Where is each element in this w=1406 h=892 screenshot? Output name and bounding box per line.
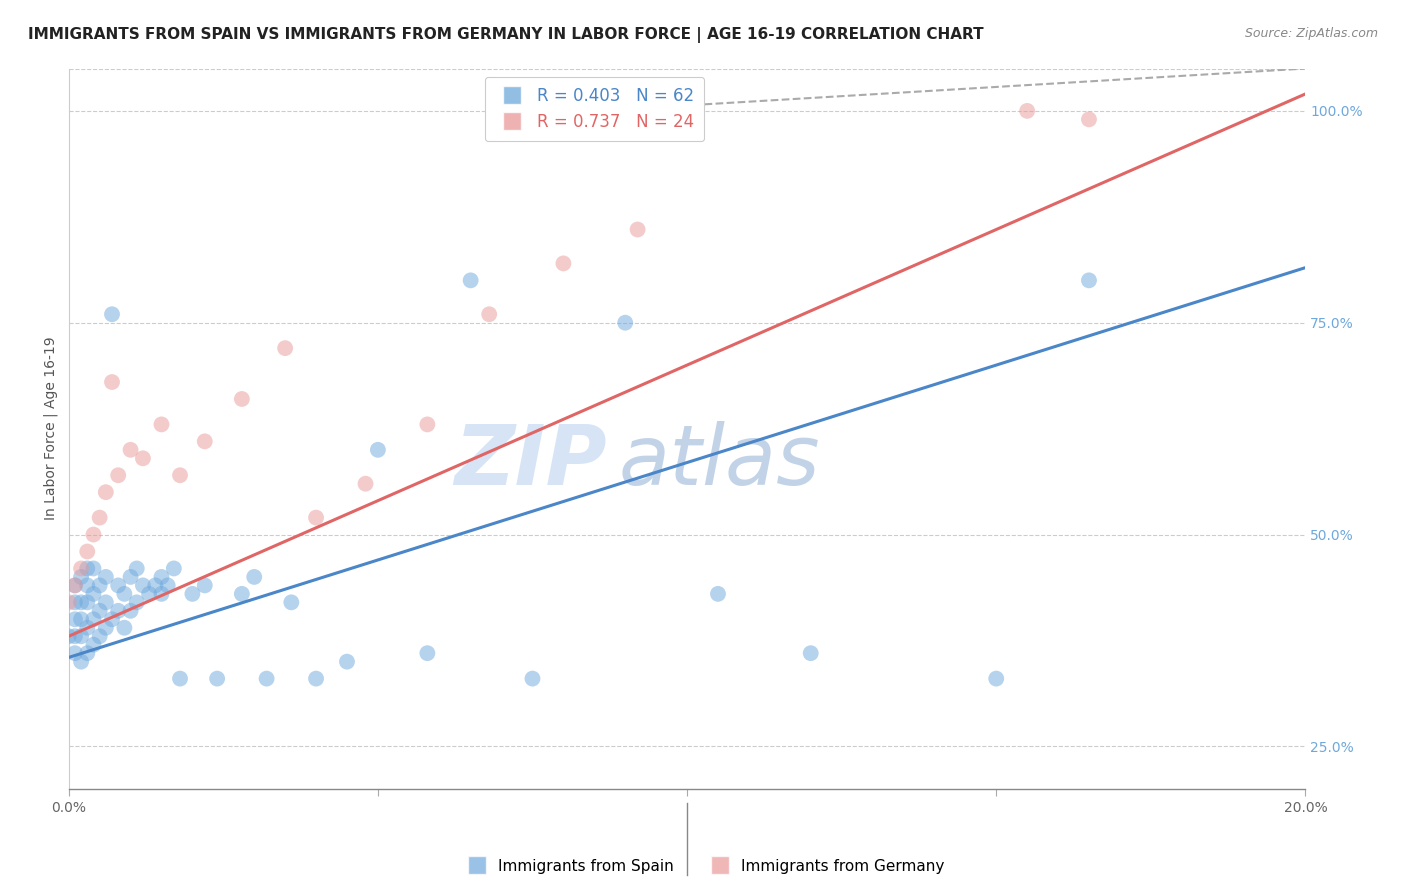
Point — [76, 578, 98, 592]
Point — [1078, 273, 1101, 287]
Point — [82, 527, 104, 541]
Point — [138, 587, 160, 601]
Point — [120, 570, 142, 584]
Point — [125, 595, 148, 609]
Legend: R = 0.403   N = 62, R = 0.737   N = 24: R = 0.403 N = 62, R = 0.737 N = 24 — [485, 77, 704, 141]
Point — [553, 256, 575, 270]
Point — [1017, 103, 1039, 118]
Point — [150, 587, 173, 601]
Y-axis label: In Labor Force | Age 16-19: In Labor Force | Age 16-19 — [44, 337, 58, 520]
Point — [150, 417, 173, 432]
Point — [63, 578, 86, 592]
Point — [101, 612, 124, 626]
Point — [125, 561, 148, 575]
Point — [132, 451, 155, 466]
Point — [76, 646, 98, 660]
Point — [305, 510, 328, 524]
Text: ZIP: ZIP — [454, 420, 606, 501]
Point — [76, 595, 98, 609]
Point — [89, 510, 111, 524]
Point — [460, 273, 482, 287]
Point — [626, 222, 648, 236]
Point — [112, 587, 135, 601]
Point — [305, 672, 328, 686]
Point — [76, 621, 98, 635]
Point — [63, 595, 86, 609]
Point — [169, 672, 191, 686]
Point — [274, 341, 297, 355]
Point — [280, 595, 302, 609]
Point — [107, 578, 129, 592]
Point — [169, 468, 191, 483]
Point — [70, 570, 93, 584]
Point — [416, 417, 439, 432]
Point — [63, 646, 86, 660]
Point — [194, 578, 217, 592]
Legend: Immigrants from Spain, Immigrants from Germany: Immigrants from Spain, Immigrants from G… — [456, 853, 950, 880]
Point — [70, 612, 93, 626]
Point — [205, 672, 228, 686]
Point — [120, 604, 142, 618]
Text: Source: ZipAtlas.com: Source: ZipAtlas.com — [1244, 27, 1378, 40]
Point — [181, 587, 204, 601]
Point — [82, 561, 104, 575]
Point — [101, 375, 124, 389]
Point — [58, 595, 80, 609]
Point — [82, 638, 104, 652]
Point — [101, 307, 124, 321]
Point — [156, 578, 179, 592]
Point — [94, 570, 117, 584]
Point — [89, 629, 111, 643]
Point — [416, 646, 439, 660]
Point — [76, 561, 98, 575]
Point — [89, 604, 111, 618]
Point — [70, 595, 93, 609]
Point — [143, 578, 166, 592]
Point — [614, 316, 637, 330]
Point — [58, 629, 80, 643]
Point — [354, 476, 377, 491]
Point — [707, 587, 730, 601]
Point — [82, 612, 104, 626]
Point — [478, 307, 501, 321]
Point — [63, 629, 86, 643]
Point — [63, 612, 86, 626]
Text: atlas: atlas — [619, 420, 821, 501]
Point — [107, 468, 129, 483]
Point — [94, 621, 117, 635]
Point — [132, 578, 155, 592]
Point — [107, 604, 129, 618]
Point — [150, 570, 173, 584]
Point — [82, 587, 104, 601]
Point — [800, 646, 823, 660]
Point — [194, 434, 217, 449]
Point — [243, 570, 266, 584]
Point — [163, 561, 186, 575]
Point — [76, 544, 98, 558]
Point — [367, 442, 389, 457]
Point — [94, 485, 117, 500]
Point — [63, 578, 86, 592]
Point — [70, 655, 93, 669]
Point — [522, 672, 544, 686]
Text: IMMIGRANTS FROM SPAIN VS IMMIGRANTS FROM GERMANY IN LABOR FORCE | AGE 16-19 CORR: IMMIGRANTS FROM SPAIN VS IMMIGRANTS FROM… — [28, 27, 984, 43]
Point — [231, 392, 253, 406]
Point — [986, 672, 1008, 686]
Point — [112, 621, 135, 635]
Point — [256, 672, 278, 686]
Point — [231, 587, 253, 601]
Point — [336, 655, 359, 669]
Point — [70, 629, 93, 643]
Point — [1078, 112, 1101, 127]
Point — [70, 561, 93, 575]
Point — [89, 578, 111, 592]
Point — [94, 595, 117, 609]
Point — [120, 442, 142, 457]
